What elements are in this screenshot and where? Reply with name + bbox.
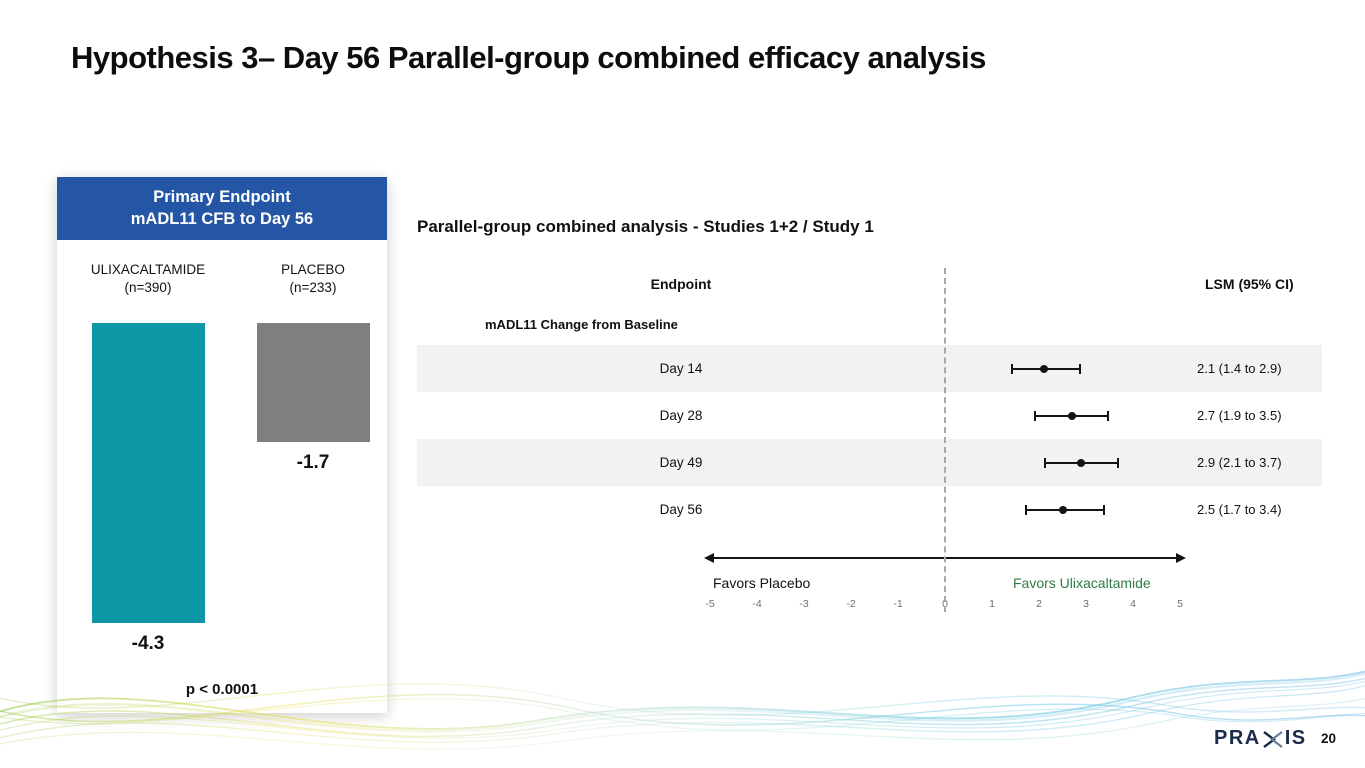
bar-group-ulixacaltamide: ULIXACALTAMIDE (n=390) -4.3: [73, 255, 223, 655]
endpoint-card-header-line2: mADL11 CFB to Day 56: [130, 210, 314, 228]
forest-row-label: Day 49: [659, 455, 703, 470]
forest-row: Day 28 2.7 (1.9 to 3.5): [417, 392, 1322, 439]
forest-row-plot: [710, 486, 1180, 533]
bar-value-label: -1.7: [296, 452, 330, 473]
axis-tick-label: 4: [1130, 598, 1136, 610]
axis-tick-label: 5: [1177, 598, 1183, 610]
forest-group-label: mADL11 Change from Baseline: [485, 317, 678, 332]
p-value: p < 0.0001: [185, 681, 259, 698]
bar-placebo: [256, 323, 370, 442]
favors-placebo-label: Favors Placebo: [713, 575, 811, 591]
bar-group-label: PLACEBO (n=233): [281, 255, 345, 323]
forest-rows: Day 14 2.1 (1.4 to 2.9) Day 28 2.7 (1.9 to …: [417, 345, 1322, 533]
point-estimate-marker: [1067, 411, 1076, 420]
forest-row-plot: [710, 392, 1180, 439]
axis-tick-label: 1: [989, 598, 995, 610]
arm-name: PLACEBO: [281, 262, 345, 277]
praxis-x-icon: [1263, 730, 1283, 748]
praxis-logo: PRA IS: [1214, 727, 1307, 750]
favors-ulixacaltamide-label: Favors Ulixacaltamide: [1013, 575, 1151, 591]
forest-row-lsm-value: 2.1 (1.4 to 2.9): [1197, 361, 1282, 376]
axis-tick-label: 2: [1036, 598, 1042, 610]
forest-plot: Endpoint LSM (95% CI) mADL11 Change from…: [417, 268, 1322, 616]
forest-row: Day 14 2.1 (1.4 to 2.9): [417, 345, 1322, 392]
forest-plot-title: Parallel-group combined analysis - Studi…: [417, 217, 874, 236]
bar-ulixacaltamide: [91, 323, 205, 623]
primary-endpoint-card: Primary Endpoint mADL11 CFB to Day 56 UL…: [57, 177, 387, 713]
forest-row-plot: [710, 439, 1180, 486]
bar-value-label: -4.3: [131, 633, 165, 654]
column-header-endpoint: Endpoint: [650, 276, 712, 292]
forest-row-label: Day 28: [659, 408, 703, 423]
forest-header-row: Endpoint LSM (95% CI): [417, 268, 1322, 308]
forest-row-lsm-value: 2.5 (1.7 to 3.4): [1197, 502, 1282, 517]
point-estimate-marker: [1058, 505, 1067, 514]
axis-tick-label: 3: [1083, 598, 1089, 610]
arm-name: ULIXACALTAMIDE: [90, 262, 206, 277]
favors-arrow-row: [417, 545, 1322, 571]
forest-row-lsm-value: 2.7 (1.9 to 3.5): [1197, 408, 1282, 423]
arm-n: (n=233): [289, 280, 337, 295]
bar-group-placebo: PLACEBO (n=233) -1.7: [238, 255, 388, 474]
logo-text-right: IS: [1284, 727, 1307, 749]
axis-tick-label: -1: [893, 598, 903, 610]
axis-tick-label: -4: [752, 598, 762, 610]
arm-n: (n=390): [124, 280, 172, 295]
page-number: 20: [1321, 731, 1337, 746]
forest-row-plot: [710, 345, 1180, 392]
column-header-lsm: LSM (95% CI): [1205, 276, 1294, 292]
logo-text-left: PRA: [1214, 727, 1261, 749]
bar-group-label: ULIXACALTAMIDE (n=390): [91, 255, 205, 323]
forest-row: Day 49 2.9 (2.1 to 3.7): [417, 439, 1322, 486]
forest-axis: -5 -4 -3 -2 -1 0 1 2 3 4 5: [417, 598, 1322, 616]
favors-labels-row: Favors Placebo Favors Ulixacaltamide: [417, 571, 1322, 595]
point-estimate-marker: [1077, 458, 1086, 467]
slide-title: Hypothesis 3– Day 56 Parallel-group comb…: [71, 40, 986, 75]
axis-tick-label: -3: [799, 598, 809, 610]
point-estimate-marker: [1039, 364, 1048, 373]
forest-row: Day 56 2.5 (1.7 to 3.4): [417, 486, 1322, 533]
forest-row-label: Day 56: [659, 502, 703, 517]
endpoint-card-header: Primary Endpoint mADL11 CFB to Day 56: [57, 177, 387, 240]
endpoint-card-header-line1: Primary Endpoint: [153, 188, 291, 206]
zero-line: [944, 268, 946, 612]
forest-row-lsm-value: 2.9 (2.1 to 3.7): [1197, 455, 1282, 470]
forest-row-label: Day 14: [659, 361, 703, 376]
axis-tick-label: -2: [846, 598, 856, 610]
axis-tick-label: -5: [705, 598, 715, 610]
